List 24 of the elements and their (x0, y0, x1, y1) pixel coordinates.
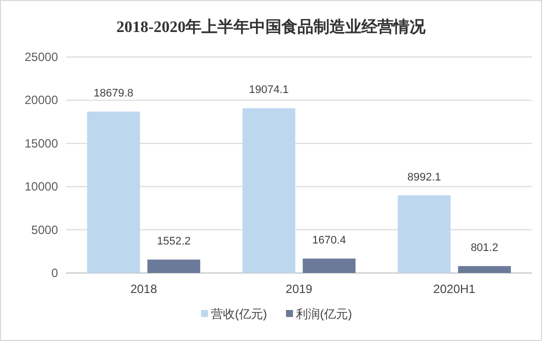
data-label: 8992.1 (407, 171, 442, 184)
bar (147, 260, 200, 273)
x-tick-label: 2019 (286, 282, 313, 296)
x-tick-label: 2020H1 (433, 282, 476, 296)
bar (458, 266, 511, 273)
y-tick-label: 15000 (24, 136, 58, 150)
y-tick-label: 0 (51, 266, 58, 280)
y-tick-label: 25000 (24, 50, 58, 64)
data-label: 1552.2 (156, 236, 191, 248)
data-label: 19074.1 (248, 84, 289, 96)
x-tick-label: 2018 (130, 282, 158, 296)
bar (242, 108, 296, 273)
y-tick-label: 20000 (24, 93, 58, 108)
bar (302, 258, 356, 273)
bar (398, 195, 451, 273)
y-tick-label: 5000 (31, 222, 58, 237)
chart-title: 2018-2020年上半年中国食品制造业经营情况 (116, 18, 427, 36)
legend-label: 利润(亿元) (296, 307, 352, 321)
legend-label: 营收(亿元) (211, 307, 267, 321)
bar (87, 112, 140, 273)
data-label: 1670.4 (312, 234, 346, 247)
y-tick-label: 10000 (24, 180, 58, 194)
data-label: 18679.8 (94, 88, 134, 100)
data-label: 801.2 (470, 242, 498, 254)
